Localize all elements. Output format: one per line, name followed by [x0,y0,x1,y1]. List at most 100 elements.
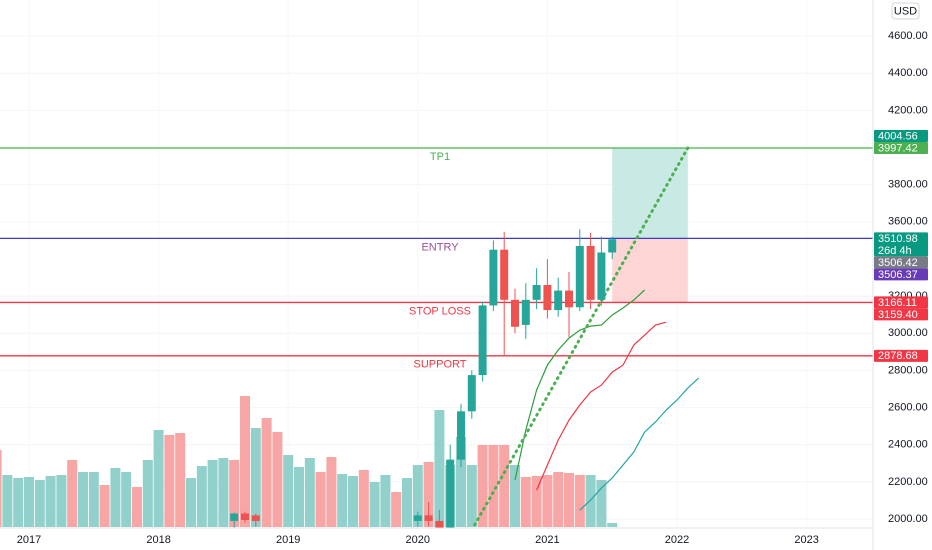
x-tick-label: 2017 [17,534,41,546]
level-label: TP1 [430,151,450,163]
candle-body [457,411,465,460]
volume-bar [477,445,488,527]
price-tag-box [874,349,928,362]
volume-bar [110,468,121,527]
volume-bar [531,476,542,527]
y-tick-label: 4600.00 [888,30,928,42]
price-tag-label: 4004.56 [878,130,918,142]
candle-body [478,305,487,376]
price-tag-box [874,296,928,309]
level-label: ENTRY [421,241,459,253]
volume-bar [456,437,466,527]
volume-bar [2,475,13,527]
candle-body [500,249,509,300]
price-tag-box [874,141,928,154]
candle-body [565,290,573,308]
y-tick-label: 3800.00 [888,179,928,191]
currency-box[interactable] [891,2,920,20]
volume-bar [337,474,348,527]
candle-body [435,520,444,528]
price-tag: 3997.42 [874,141,928,154]
level-label: STOP LOSS [409,305,471,317]
volume-bar [326,457,337,527]
price-tag-box [874,232,928,257]
candle-body [424,515,433,521]
price-tag: 3506.37 [874,268,928,281]
volume-bar [218,458,229,527]
volume-bar [261,418,272,527]
price-tag-countdown: 26d 4h [878,245,912,257]
x-tick-label: 2019 [276,534,300,546]
price-tag-label: 3506.42 [878,257,918,269]
candle-body [575,245,584,308]
candle-body [532,284,541,300]
volume-bar [585,475,596,527]
y-tick-label: 2400.00 [888,439,928,451]
volume-bar [402,478,412,527]
volume-bar [67,460,78,527]
x-tick-label: 2021 [535,534,559,546]
volume-bar [186,478,196,527]
volume-bar [283,455,294,527]
y-tick-label: 3600.00 [888,216,928,228]
volume-bar [574,475,585,527]
loss-zone [612,238,688,303]
price-tag-label: 2878.68 [878,350,918,362]
grid [0,35,873,520]
moving-average [536,321,667,491]
volume-bar [34,480,45,527]
volume-bar [196,466,207,527]
volume-bar [99,485,110,527]
price-tag: 3166.11 [874,296,928,309]
price-tag: 2878.68 [874,349,928,362]
candle-body [521,299,530,325]
candle-body [241,513,249,521]
volume-bar [380,475,391,527]
moving-average [514,289,646,481]
y-tick-label: 4200.00 [888,104,928,116]
price-tag-label: 3166.11 [878,297,917,309]
volume-bar [488,445,499,527]
volume-bar [391,492,402,527]
candle-body [467,375,476,412]
volume-bar [88,472,99,527]
volume-bar [358,470,369,527]
y-tick-label: 2000.00 [888,513,928,525]
price-tag-box [874,256,928,269]
volume-bar [24,477,34,527]
volume-bar [304,458,315,527]
price-tag: 3159.40 [874,308,928,321]
volume-bar [132,487,142,527]
volume-bar [78,472,88,527]
volume-bar [564,473,574,527]
candle-body [608,239,617,253]
volume-bar [164,435,175,527]
volume-bar [121,472,132,527]
axes: 2000.00 2200.00 2400.00 2600.00 2800.00 3000.… [17,30,928,546]
x-tick-label: 2020 [406,534,430,546]
volume-bar [250,428,261,527]
volume-bar [348,476,358,527]
volume-bar [142,460,153,527]
x-tick-label: 2018 [146,534,170,546]
volume-bar [553,472,564,527]
volume-bar [466,465,477,527]
y-tick-label: 4400.00 [888,67,928,79]
trend-line [471,146,690,528]
candle-body [413,515,422,521]
volume-bar [542,475,553,527]
volume-bar [596,480,607,527]
profit-zone [612,147,688,239]
price-tag: 4004.56 [874,129,928,142]
y-tick-label: 2200.00 [888,476,928,488]
volume-bar [0,450,2,527]
x-tick-label: 2022 [665,534,689,546]
volume-bar [412,465,423,527]
price-tag-box [874,308,928,321]
price-tag-label: 3159.40 [878,309,918,321]
price-tag-label: 3506.37 [878,269,918,281]
volume-bar [240,396,250,527]
price-tag-label: 3997.42 [878,142,918,154]
volume-bar [315,472,326,527]
